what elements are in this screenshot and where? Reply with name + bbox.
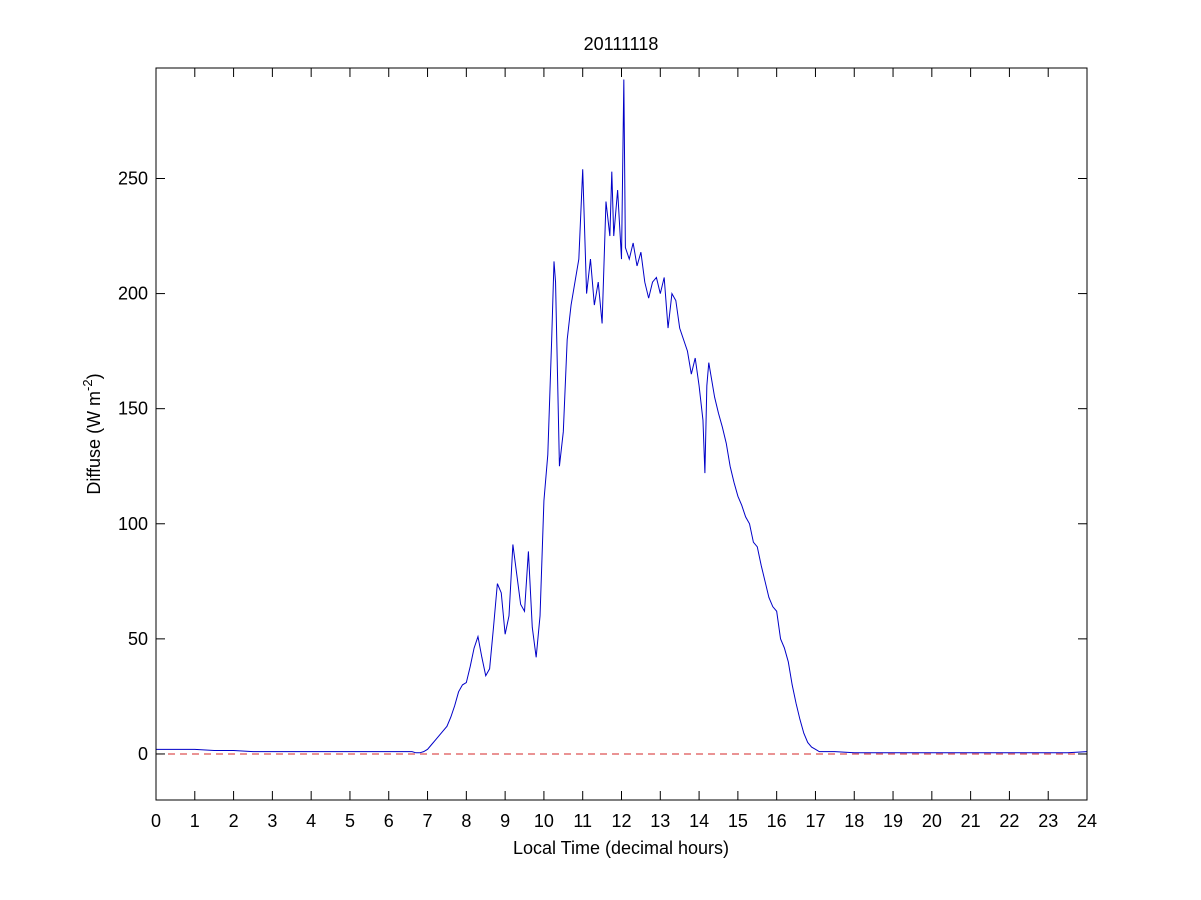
y-tick-label: 250 — [118, 168, 148, 188]
x-tick-label: 11 — [573, 811, 592, 831]
y-tick-label: 100 — [118, 514, 148, 534]
y-label-text: Diffuse (W m — [84, 391, 104, 495]
x-tick-label: 0 — [151, 811, 161, 831]
x-tick-label: 18 — [844, 811, 864, 831]
x-tick-label: 4 — [306, 811, 316, 831]
y-tick-label: 50 — [128, 629, 148, 649]
x-tick-label: 1 — [190, 811, 200, 831]
x-tick-label: 10 — [534, 811, 554, 831]
y-tick-label: 0 — [138, 744, 148, 764]
x-tick-label: 17 — [805, 811, 825, 831]
x-tick-label: 7 — [423, 811, 433, 831]
y-tick-label: 150 — [118, 399, 148, 419]
x-tick-label: 14 — [689, 811, 709, 831]
y-label-end: ) — [84, 373, 104, 379]
x-tick-label: 23 — [1038, 811, 1058, 831]
x-tick-label: 24 — [1077, 811, 1097, 831]
x-tick-label: 3 — [267, 811, 277, 831]
data-line — [156, 79, 1088, 754]
x-tick-label: 6 — [384, 811, 394, 831]
chart-title: 20111118 — [584, 34, 659, 54]
x-tick-label: 5 — [345, 811, 355, 831]
x-tick-label: 2 — [229, 811, 239, 831]
x-tick-label: 9 — [500, 811, 510, 831]
x-tick-label: 13 — [650, 811, 670, 831]
x-tick-label: 21 — [961, 811, 981, 831]
x-tick-label: 15 — [728, 811, 748, 831]
x-tick-label: 16 — [767, 811, 787, 831]
x-axis-label: Local Time (decimal hours) — [513, 838, 729, 858]
x-tick-label: 22 — [999, 811, 1019, 831]
x-tick-label: 12 — [611, 811, 631, 831]
x-tick-label: 19 — [883, 811, 903, 831]
y-tick-label: 200 — [118, 284, 148, 304]
y-axis-label: Diffuse (W m-2) — [80, 373, 104, 494]
y-label-sup: -2 — [80, 379, 95, 391]
x-tick-label: 8 — [461, 811, 471, 831]
x-tick-label: 20 — [922, 811, 942, 831]
